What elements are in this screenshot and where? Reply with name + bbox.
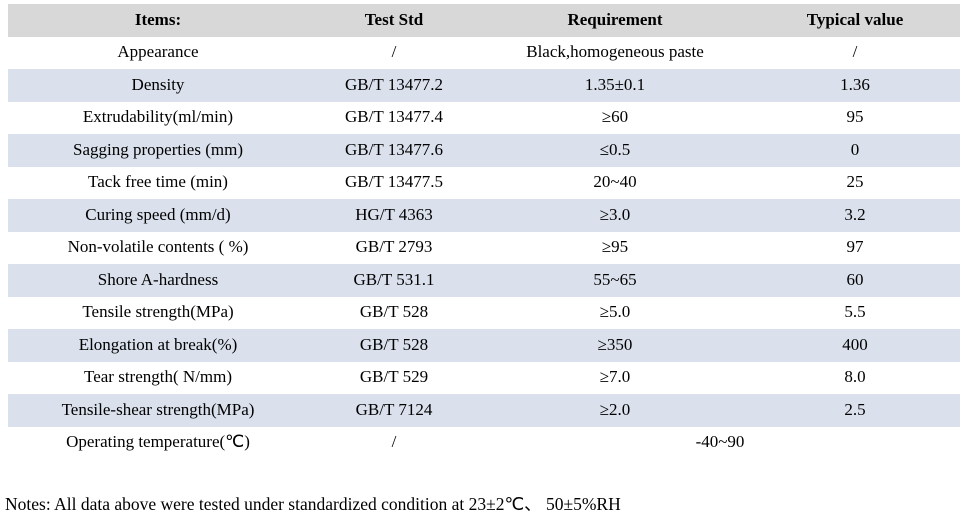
table-row: Operating temperature(℃) / -40~90 <box>8 426 960 459</box>
table-cell: 0 <box>750 134 960 167</box>
table-cell: Operating temperature(℃) <box>8 426 308 459</box>
table-row: Tensile-shear strength(MPa) GB/T 7124 ≥2.0… <box>8 394 960 427</box>
table-cell: 5.5 <box>750 296 960 329</box>
table-cell: ≥3.0 <box>480 199 750 232</box>
table-row: Tack free time (min) GB/T 13477.5 20~40 25 <box>8 166 960 199</box>
table-cell: / <box>750 36 960 69</box>
spec-table-container: Items: Test Std Requirement Typical value A… <box>8 4 960 459</box>
column-header: Items: <box>8 4 308 37</box>
table-cell: 95 <box>750 101 960 134</box>
table-cell: GB/T 531.1 <box>308 264 480 297</box>
table-cell: Non-volatile contents ( %) <box>8 231 308 264</box>
table-cell: 20~40 <box>480 166 750 199</box>
table-row: Elongation at break(%) GB/T 528 ≥350 400 <box>8 329 960 362</box>
table-row: Non-volatile contents ( %) GB/T 2793 ≥95 97 <box>8 231 960 264</box>
table-cell: HG/T 4363 <box>308 199 480 232</box>
table-cell: 8.0 <box>750 361 960 394</box>
table-cell: Black,homogeneous paste <box>480 36 750 69</box>
table-cell: Tensile strength(MPa) <box>8 296 308 329</box>
table-cell: ≤0.5 <box>480 134 750 167</box>
table-cell: 25 <box>750 166 960 199</box>
table-cell: 2.5 <box>750 394 960 427</box>
table-cell: ≥2.0 <box>480 394 750 427</box>
column-header: Test Std <box>308 4 480 37</box>
table-cell: 55~65 <box>480 264 750 297</box>
header-row: Items: Test Std Requirement Typical value <box>8 4 960 37</box>
table-cell: GB/T 13477.4 <box>308 101 480 134</box>
table-cell: 1.35±0.1 <box>480 69 750 102</box>
table-cell: GB/T 13477.5 <box>308 166 480 199</box>
table-cell: Appearance <box>8 36 308 69</box>
table-cell: Tear strength( N/mm) <box>8 361 308 394</box>
table-cell: GB/T 7124 <box>308 394 480 427</box>
table-cell: ≥350 <box>480 329 750 362</box>
table-cell: / <box>308 426 480 459</box>
table-cell: Density <box>8 69 308 102</box>
table-cell: 400 <box>750 329 960 362</box>
table-cell: Shore A-hardness <box>8 264 308 297</box>
table-cell: GB/T 528 <box>308 329 480 362</box>
spec-table: Items: Test Std Requirement Typical value A… <box>8 4 960 459</box>
table-cell: / <box>308 36 480 69</box>
table-cell: GB/T 529 <box>308 361 480 394</box>
table-body: Appearance / Black,homogeneous paste / Densi… <box>8 36 960 459</box>
column-header: Requirement <box>480 4 750 37</box>
table-cell: Elongation at break(%) <box>8 329 308 362</box>
table-cell: ≥60 <box>480 101 750 134</box>
table-row: Tear strength( N/mm) GB/T 529 ≥7.0 8.0 <box>8 361 960 394</box>
table-row: Shore A-hardness GB/T 531.1 55~65 60 <box>8 264 960 297</box>
table-cell: 97 <box>750 231 960 264</box>
table-row: Appearance / Black,homogeneous paste / <box>8 36 960 69</box>
table-cell: ≥7.0 <box>480 361 750 394</box>
table-cell: GB/T 13477.2 <box>308 69 480 102</box>
table-row: Extrudability(ml/min) GB/T 13477.4 ≥60 95 <box>8 101 960 134</box>
table-cell: Sagging properties (mm) <box>8 134 308 167</box>
table-cell: 60 <box>750 264 960 297</box>
table-cell: ≥95 <box>480 231 750 264</box>
table-cell: Extrudability(ml/min) <box>8 101 308 134</box>
table-row: Curing speed (mm/d) HG/T 4363 ≥3.0 3.2 <box>8 199 960 232</box>
table-cell: GB/T 2793 <box>308 231 480 264</box>
notes-text: Notes: All data above were tested under … <box>5 494 621 514</box>
table-cell: -40~90 <box>480 426 960 459</box>
table-cell: GB/T 528 <box>308 296 480 329</box>
table-cell: Tensile-shear strength(MPa) <box>8 394 308 427</box>
table-cell: GB/T 13477.6 <box>308 134 480 167</box>
table-row: Tensile strength(MPa) GB/T 528 ≥5.0 5.5 <box>8 296 960 329</box>
table-row: Sagging properties (mm) GB/T 13477.6 ≤0.5 0 <box>8 134 960 167</box>
table-cell: 1.36 <box>750 69 960 102</box>
table-cell: Curing speed (mm/d) <box>8 199 308 232</box>
table-cell: Tack free time (min) <box>8 166 308 199</box>
column-header: Typical value <box>750 4 960 37</box>
table-row: Density GB/T 13477.2 1.35±0.1 1.36 <box>8 69 960 102</box>
table-cell: 3.2 <box>750 199 960 232</box>
table-cell: ≥5.0 <box>480 296 750 329</box>
